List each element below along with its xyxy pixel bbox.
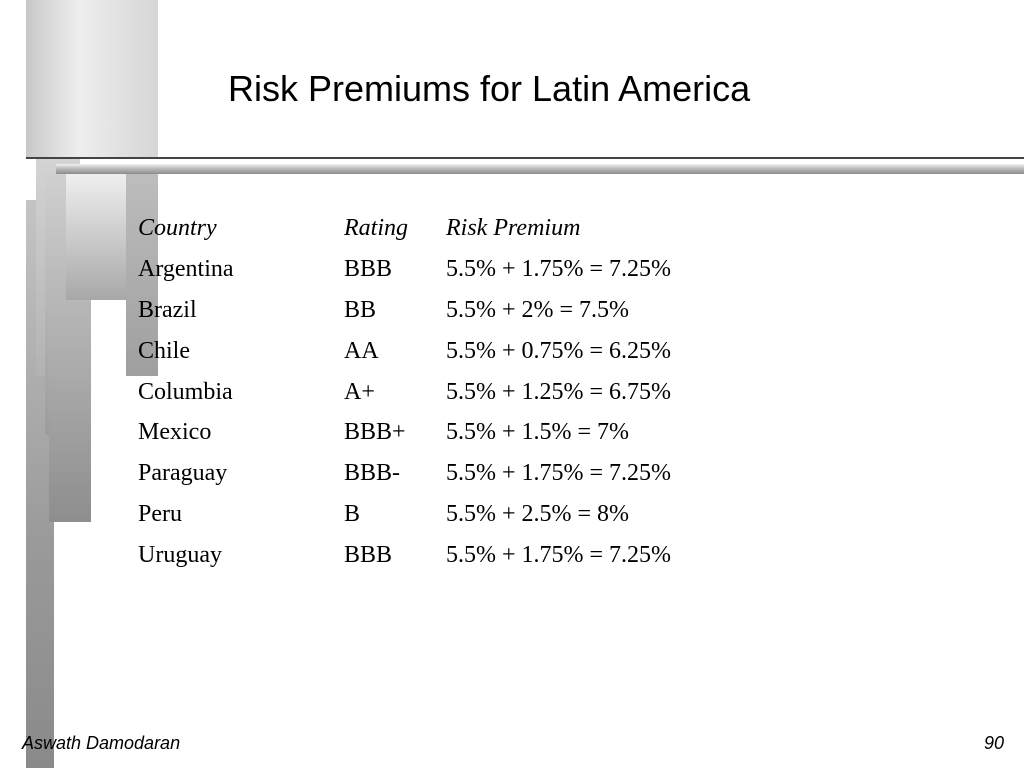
risk-premium-cell: 5.5% + 0.75% = 6.25% xyxy=(446,337,672,364)
title-divider-line xyxy=(26,157,1024,159)
table-row: Argentina BBB 5.5% + 1.75% = 7.25% xyxy=(138,249,746,290)
rating-cell: BBB- xyxy=(344,460,401,487)
rating-cell: B xyxy=(344,501,361,528)
table-row: Mexico BBB+ 5.5% + 1.5% = 7% xyxy=(138,412,746,453)
risk-premium-cell: 5.5% + 1.5% = 7% xyxy=(446,419,630,446)
table-row: Paraguay BBB- 5.5% + 1.75% = 7.25% xyxy=(138,453,746,494)
rating-cell: AA xyxy=(344,337,379,364)
rating-cell: A+ xyxy=(344,378,375,405)
decorative-bar xyxy=(49,300,91,522)
country-cell: Columbia xyxy=(138,378,233,405)
title-divider-bar xyxy=(56,164,1024,174)
rating-cell: BBB xyxy=(344,255,393,282)
decorative-bar xyxy=(126,172,158,376)
country-cell: Uruguay xyxy=(138,542,222,569)
column-header-risk-premium: Risk Premium xyxy=(446,214,581,241)
risk-premium-cell: 5.5% + 2% = 7.5% xyxy=(446,296,630,323)
footer-page-number: 90 xyxy=(983,733,1004,753)
country-cell: Mexico xyxy=(138,419,212,446)
country-cell: Brazil xyxy=(138,296,197,323)
country-cell: Paraguay xyxy=(138,460,228,487)
table-header-row: Country Rating Risk Premium xyxy=(138,208,746,249)
decorative-bar xyxy=(26,0,158,158)
risk-premium-cell: 5.5% + 1.25% = 6.75% xyxy=(446,378,672,405)
slide-title: Risk Premiums for Latin America xyxy=(228,68,751,109)
risk-premium-cell: 5.5% + 1.75% = 7.25% xyxy=(446,255,672,282)
country-cell: Argentina xyxy=(138,255,234,282)
risk-premium-cell: 5.5% + 2.5% = 8% xyxy=(446,501,630,528)
risk-premium-cell: 5.5% + 1.75% = 7.25% xyxy=(446,460,672,487)
column-header-country: Country xyxy=(138,214,217,241)
risk-premium-table: Country Rating Risk Premium Argentina BB… xyxy=(138,208,746,576)
risk-premium-cell: 5.5% + 1.75% = 7.25% xyxy=(446,542,672,569)
table-row: Columbia A+ 5.5% + 1.25% = 6.75% xyxy=(138,372,746,413)
table-row: Chile AA 5.5% + 0.75% = 6.25% xyxy=(138,331,746,372)
footer-author: Aswath Damodaran xyxy=(22,733,181,753)
country-cell: Chile xyxy=(138,337,190,364)
table-row: Brazil BB 5.5% + 2% = 7.5% xyxy=(138,290,746,331)
country-cell: Peru xyxy=(138,501,182,528)
rating-cell: BBB+ xyxy=(344,419,406,446)
decorative-bar xyxy=(66,172,126,300)
column-header-rating: Rating xyxy=(344,214,408,241)
table-row: Uruguay BBB 5.5% + 1.75% = 7.25% xyxy=(138,535,746,576)
rating-cell: BBB xyxy=(344,542,393,569)
table-row: Peru B 5.5% + 2.5% = 8% xyxy=(138,494,746,535)
rating-cell: BB xyxy=(344,296,377,323)
